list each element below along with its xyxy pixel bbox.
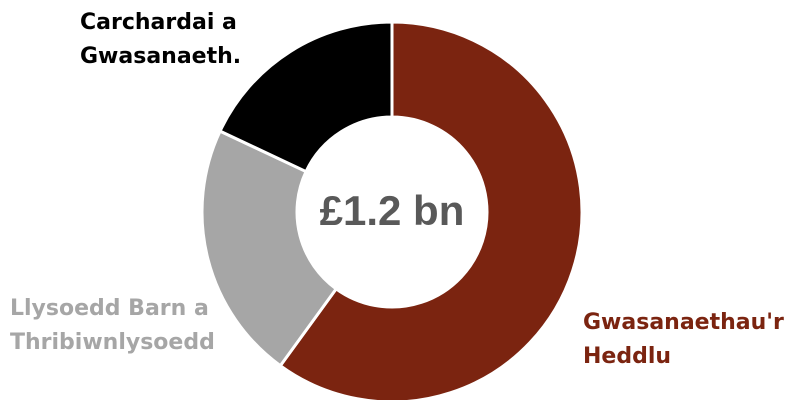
slice-label-heddlu-line-1: Gwasanaethau'r [583, 310, 784, 335]
slice-label-llysoedd: Llysoedd Barn a Thribiwnlysoedd [10, 292, 215, 360]
slice-label-carchardai-line-2: Gwasanaeth. [80, 44, 242, 69]
slice-label-llysoedd-line-2: Thribiwnlysoedd [10, 330, 215, 355]
slice-label-carchardai: Carchardai a Gwasanaeth. [80, 6, 241, 74]
slice-heddlu [278, 20, 584, 400]
slice-label-carchardai-line-1: Carchardai a [80, 10, 237, 35]
slice-llysoedd [200, 129, 339, 368]
slice-carchardai [218, 20, 394, 174]
center-total-label: £1.2 bn [319, 187, 465, 234]
slice-label-heddlu: Gwasanaethau'r Heddlu [583, 306, 784, 374]
slice-label-llysoedd-line-1: Llysoedd Barn a [10, 296, 209, 321]
slice-label-heddlu-line-2: Heddlu [583, 344, 672, 369]
